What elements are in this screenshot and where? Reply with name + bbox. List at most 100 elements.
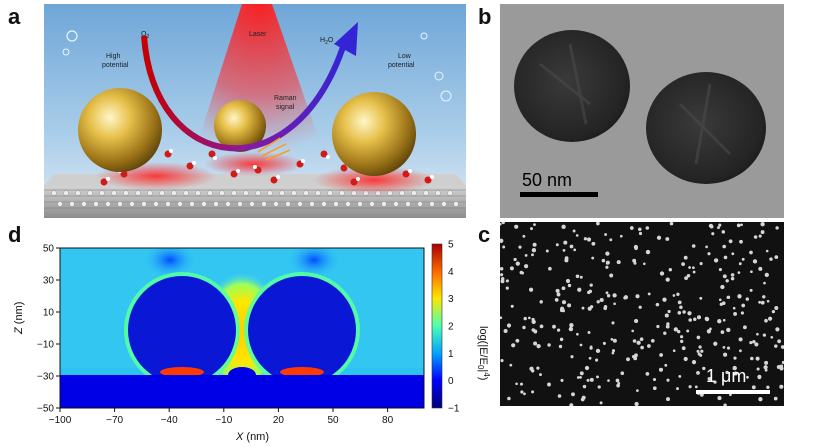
nanoparticle-dot (632, 258, 637, 263)
nanoparticle-dot (626, 357, 630, 362)
nanoparticle-dot (696, 315, 702, 320)
y-tick-label: −50 (37, 404, 54, 415)
raman-signal-label: Raman signal (274, 95, 297, 111)
nanoparticle-dot (596, 222, 600, 226)
nanoparticle-dot (731, 252, 735, 256)
nanoparticle-dot (713, 341, 718, 346)
nanoparticle-dot (665, 237, 670, 241)
nanoparticle-dot (733, 311, 738, 316)
nanoparticle-dot (682, 310, 686, 314)
nanoparticle-dot (556, 292, 561, 297)
nanoparticle-dot (522, 325, 526, 330)
nanoparticle-dot (586, 237, 592, 242)
gold-sphere-center (214, 100, 266, 152)
nanoparticle-dot (738, 262, 742, 266)
nanoparticle-dot (606, 294, 611, 298)
nanoparticle-dot (603, 304, 608, 309)
colorbar-tick-label: 4 (448, 267, 454, 278)
nanoparticle-dot (699, 262, 703, 266)
nanoparticle-dot (536, 343, 541, 349)
nanoparticle-dot (647, 344, 651, 348)
scale-bar-label-c: 1 μm (706, 366, 746, 386)
sem-micrograph: 1 μm (500, 222, 784, 406)
raman-signal-icon (257, 137, 291, 161)
tem-image-panel: 50 nm (500, 4, 784, 218)
nanoparticle-dot (569, 244, 574, 249)
nanoparticle-dot (677, 329, 681, 334)
nanoparticle-dot (662, 297, 667, 302)
nanoparticle-dot (559, 337, 564, 342)
nanoparticle-dot (615, 378, 620, 383)
y-tick-label: 30 (43, 276, 55, 287)
nanoparticle-dot (591, 241, 596, 246)
nanoparticle-dot (633, 356, 638, 361)
low-potential-label: Low potential (388, 53, 415, 69)
nanoparticle-dot (666, 378, 670, 382)
y-axis-label: Z (nm) (13, 302, 25, 335)
nanoparticle-dot (676, 292, 680, 296)
nanoparticle-dot (605, 265, 609, 269)
nanoparticle-dot (539, 324, 544, 329)
nanoparticle-dot (558, 344, 563, 349)
nanoparticle-dot (757, 375, 762, 380)
laser-label: Laser (249, 31, 267, 38)
nanoparticle-dot (758, 300, 761, 304)
nanoparticle-dot (500, 238, 504, 243)
nanoparticle-dot (634, 246, 638, 251)
nanoparticle-dot (611, 321, 615, 325)
nanoparticle-dot (740, 311, 744, 315)
nanoparticle-dot (722, 318, 726, 322)
nanoparticle-dot (742, 325, 747, 330)
nanoparticle-dot (774, 255, 779, 259)
nanoparticle-dot (722, 346, 726, 349)
nanoparticle-dot (726, 327, 731, 333)
nanoparticle-dot (750, 356, 754, 361)
x-tick-label: 50 (327, 415, 339, 426)
nanoparticle-dot (569, 403, 574, 406)
nanoparticle-dot (756, 332, 759, 336)
nanoparticle-1 (514, 30, 630, 142)
colorbar-tick-label: 2 (448, 322, 454, 333)
nanoparticle-dot (561, 300, 567, 305)
nanoparticle-dot (707, 376, 712, 381)
nanoparticle-dot (722, 244, 727, 249)
nanoparticle-dot (569, 323, 574, 328)
nanoparticle-dot (663, 331, 667, 335)
nanoparticle-dot (503, 328, 508, 334)
nanoparticle-dot (706, 329, 712, 334)
nanoparticle-dot (696, 349, 700, 353)
nanoparticle-dot (643, 262, 646, 266)
nanoparticle-dot (527, 316, 531, 320)
nanoparticle-dot (659, 353, 663, 357)
nanoparticle-dot (568, 326, 574, 332)
nanoparticle-dot (596, 375, 599, 379)
arrow-head-icon (334, 22, 358, 56)
nanoparticle-dot (707, 252, 711, 256)
nanoparticle-dot (634, 353, 638, 358)
nanoparticle-dot (732, 365, 737, 371)
nanoparticle-dot (745, 297, 749, 301)
nanoparticle-dot (666, 397, 670, 402)
nanoparticle-dot (777, 339, 781, 344)
nanoparticle-dot (696, 335, 701, 340)
nanoparticle-dot (718, 223, 722, 227)
nanoparticle-dot (583, 237, 588, 241)
nanoparticle-dot (589, 305, 594, 309)
colorbar-tick-label: 0 (448, 376, 454, 387)
nanoparticle-dot (509, 363, 513, 367)
nanoparticle-dot (740, 223, 743, 227)
nanoparticle-dot (507, 396, 511, 401)
nanoparticle-dot (563, 240, 568, 245)
nanoparticle-dot (723, 255, 728, 260)
nanoparticle-dot (539, 373, 542, 377)
nanoparticle-dot (758, 397, 763, 402)
nanoparticle-dot (547, 343, 551, 347)
nanoparticle-dot (519, 382, 524, 386)
nanoparticle-dot (758, 234, 762, 238)
nanoparticle-dot (631, 329, 635, 333)
nanoparticle-dot (717, 319, 722, 324)
nanoparticle-dot (749, 250, 753, 255)
nanoparticle-dot (633, 261, 637, 265)
nanoparticle-dot (780, 345, 784, 349)
nanoparticle-dot (677, 300, 682, 305)
